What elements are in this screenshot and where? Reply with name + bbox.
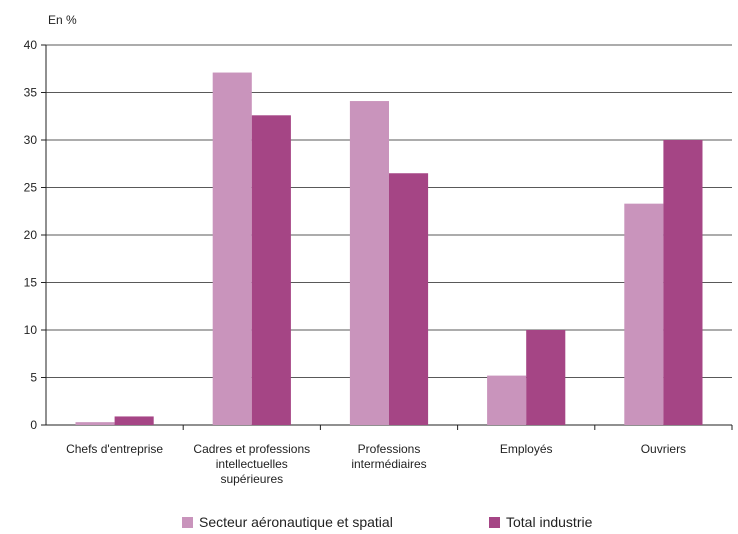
bar-series-1 — [212, 72, 252, 426]
bar-series-1 — [487, 375, 527, 425]
y-tick-label: 20 — [24, 228, 38, 242]
x-tick-label-line: Cadres et professions — [193, 442, 310, 456]
x-tick-label-line: intellectuelles — [216, 457, 288, 471]
legend-label-series-2: Total industrie — [506, 514, 593, 530]
legend-label-series-1: Secteur aéronautique et spatial — [199, 514, 393, 530]
x-tick-label-line: supérieures — [220, 472, 283, 486]
bar-series-2 — [663, 140, 703, 425]
x-tick-label-line: Chefs d'entreprise — [66, 442, 163, 456]
x-tick-label: Employés — [500, 442, 553, 456]
x-tick-label: Ouvriers — [641, 442, 686, 456]
y-tick-label: 40 — [24, 38, 38, 52]
y-tick-label: 10 — [24, 323, 38, 337]
bar-series-1 — [349, 101, 389, 426]
bar-series-2 — [114, 416, 154, 425]
bar-series-2 — [389, 173, 429, 425]
y-tick-label: 30 — [24, 133, 38, 147]
bar-series-2 — [251, 115, 291, 426]
y-tick-label: 0 — [30, 418, 37, 432]
bar-series-1 — [624, 203, 664, 425]
x-tick-label: Chefs d'entreprise — [66, 442, 163, 456]
y-tick-label: 25 — [24, 181, 38, 195]
x-tick-label-line: Employés — [500, 442, 553, 456]
x-tick-label-line: intermédiaires — [351, 457, 426, 471]
bar-series-2 — [526, 330, 566, 425]
legend-swatch-series-1 — [182, 516, 193, 528]
y-tick-label: 15 — [24, 276, 38, 290]
x-tick-label-line: Ouvriers — [641, 442, 686, 456]
y-tick-label: 35 — [24, 86, 38, 100]
y-axis-unit-label: En % — [48, 13, 77, 27]
legend-swatch-series-2 — [489, 516, 500, 528]
x-tick-label-line: Professions — [358, 442, 421, 456]
x-tick-label: Cadres et professions intellectuelles supé… — [193, 442, 310, 486]
chart-legend: Secteur aéronautique et spatial Total in… — [0, 512, 738, 534]
bar-series-1 — [75, 422, 115, 425]
legend-item-series-1: Secteur aéronautique et spatial — [182, 514, 393, 530]
y-tick-label: 5 — [30, 371, 37, 385]
legend-item-series-2: Total industrie — [489, 514, 592, 530]
x-tick-label: Professions intermédiaires — [351, 442, 426, 471]
